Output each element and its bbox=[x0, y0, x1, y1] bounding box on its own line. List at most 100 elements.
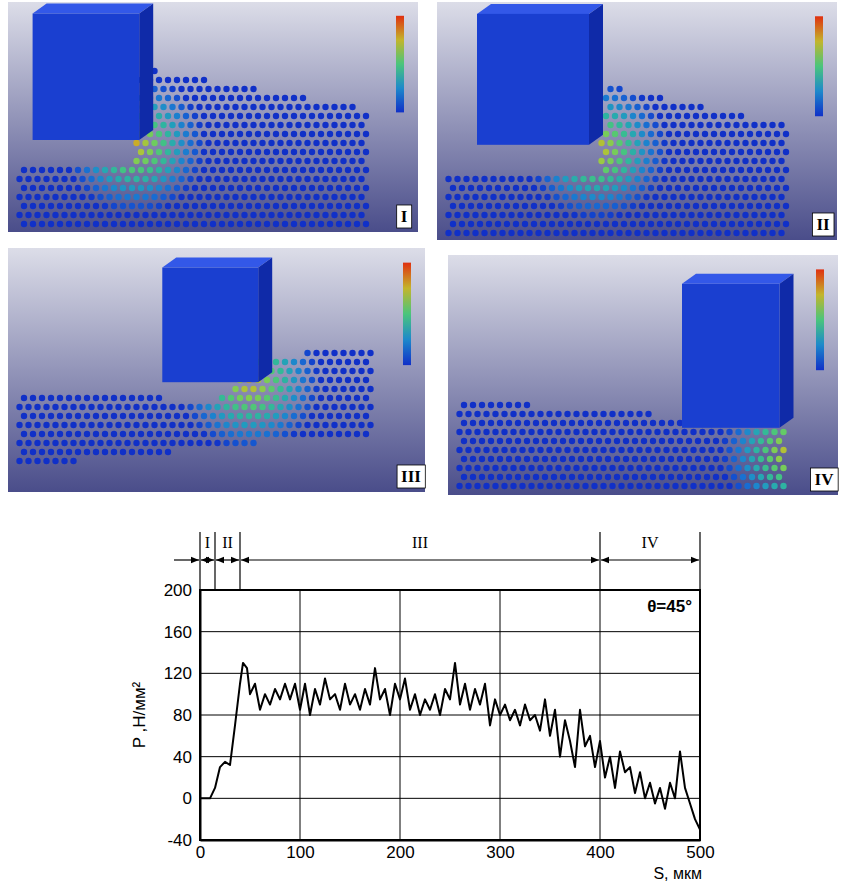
particle bbox=[731, 474, 737, 480]
particle bbox=[115, 404, 121, 410]
y-tick-label: -40 bbox=[167, 831, 192, 850]
particle bbox=[187, 194, 193, 200]
particle bbox=[30, 221, 36, 227]
particle bbox=[780, 465, 786, 471]
particle bbox=[142, 158, 148, 164]
particle bbox=[659, 456, 665, 462]
particle bbox=[456, 483, 462, 489]
particle bbox=[474, 411, 480, 417]
particle bbox=[160, 194, 166, 200]
particle bbox=[160, 176, 166, 182]
particle bbox=[648, 221, 654, 227]
particle bbox=[576, 221, 582, 227]
particle bbox=[169, 158, 175, 164]
particle bbox=[720, 203, 726, 209]
particle bbox=[331, 122, 337, 128]
colorbar bbox=[403, 263, 411, 365]
particle bbox=[778, 230, 784, 236]
particle bbox=[246, 131, 252, 137]
particle bbox=[684, 149, 690, 155]
particle bbox=[751, 158, 757, 164]
particle bbox=[39, 449, 45, 455]
particle bbox=[273, 395, 279, 401]
particle bbox=[309, 377, 315, 383]
particle bbox=[246, 431, 252, 437]
particle bbox=[169, 122, 175, 128]
particle bbox=[735, 447, 741, 453]
particle bbox=[630, 185, 636, 191]
particle bbox=[612, 167, 618, 173]
particle bbox=[345, 221, 351, 227]
particle bbox=[318, 149, 324, 155]
phase-label: I bbox=[205, 534, 210, 551]
particle bbox=[102, 185, 108, 191]
particle bbox=[160, 440, 166, 446]
particle bbox=[684, 167, 690, 173]
particle bbox=[210, 221, 216, 227]
particle bbox=[762, 429, 768, 435]
particle bbox=[627, 483, 633, 489]
particle bbox=[124, 422, 130, 428]
particle bbox=[214, 194, 220, 200]
particle bbox=[465, 411, 471, 417]
particle bbox=[336, 377, 342, 383]
particle bbox=[758, 474, 764, 480]
particle bbox=[241, 386, 247, 392]
particle bbox=[363, 377, 369, 383]
particle bbox=[165, 113, 171, 119]
particle bbox=[654, 429, 660, 435]
particle bbox=[358, 386, 364, 392]
sim-panel: II bbox=[437, 2, 837, 240]
particle bbox=[84, 203, 90, 209]
colorbar bbox=[815, 16, 823, 116]
particle bbox=[187, 404, 193, 410]
particle bbox=[349, 122, 355, 128]
particle bbox=[607, 122, 613, 128]
particle bbox=[479, 456, 485, 462]
particle bbox=[363, 149, 369, 155]
particle bbox=[704, 456, 710, 462]
particle bbox=[711, 167, 717, 173]
particle bbox=[160, 122, 166, 128]
particle bbox=[463, 194, 469, 200]
particle bbox=[25, 422, 31, 428]
particle bbox=[760, 230, 766, 236]
particle bbox=[282, 131, 288, 137]
particle bbox=[246, 203, 252, 209]
particle bbox=[688, 230, 694, 236]
y-tick-label: 0 bbox=[183, 789, 192, 808]
particle bbox=[546, 411, 552, 417]
particle bbox=[295, 176, 301, 182]
particle bbox=[776, 438, 782, 444]
particle bbox=[774, 185, 780, 191]
particle bbox=[358, 368, 364, 374]
particle bbox=[52, 440, 58, 446]
particle bbox=[560, 438, 566, 444]
particle bbox=[133, 422, 139, 428]
particle bbox=[724, 140, 730, 146]
particle bbox=[652, 158, 658, 164]
particle bbox=[273, 377, 279, 383]
particle bbox=[327, 377, 333, 383]
particle bbox=[591, 483, 597, 489]
particle bbox=[75, 221, 81, 227]
particle bbox=[291, 203, 297, 209]
particle bbox=[84, 185, 90, 191]
particle bbox=[309, 113, 315, 119]
particle bbox=[470, 420, 476, 426]
particle bbox=[751, 194, 757, 200]
particle bbox=[510, 411, 516, 417]
particle bbox=[571, 194, 577, 200]
particle bbox=[699, 483, 705, 489]
particle bbox=[747, 131, 753, 137]
particle bbox=[165, 413, 171, 419]
particle bbox=[465, 483, 471, 489]
particle bbox=[16, 212, 22, 218]
particle bbox=[679, 194, 685, 200]
particle bbox=[268, 194, 274, 200]
particle bbox=[43, 458, 49, 464]
particle bbox=[634, 122, 640, 128]
particle bbox=[634, 176, 640, 182]
particle bbox=[291, 413, 297, 419]
particle bbox=[474, 465, 480, 471]
